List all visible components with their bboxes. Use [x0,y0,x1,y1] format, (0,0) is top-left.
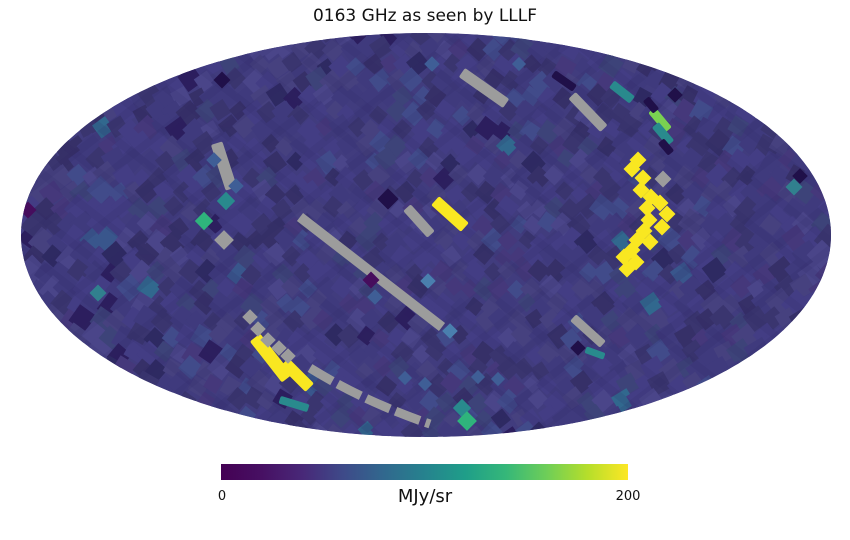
map-feature-navy [658,139,674,155]
map-feature-navy [551,71,577,91]
map-feature-navy [643,97,659,113]
map-feature-gray [307,364,432,429]
map-feature-gray [654,170,672,188]
map-feature-teal [652,122,674,146]
map-feature-slate [511,56,527,72]
map-feature-yellow [431,196,469,232]
map-feature-slate [228,178,244,194]
map-feature-gray [569,92,607,132]
map-feature-yellow [632,181,650,199]
map-feature-yellow [638,199,656,217]
map-feature-yellow [651,194,669,212]
map-feature-green [194,211,214,231]
map-feature-yellow [623,160,641,178]
colorbar-gradient [221,464,628,480]
colorbar-tick-min: 0 [218,489,226,504]
map-feature-yellow [615,248,633,266]
map-feature-yellow [658,205,676,223]
map-feature-slate [470,369,486,385]
map-feature-slate [417,376,433,392]
map-feature-teal [216,191,236,211]
map-feature-gray [404,205,434,237]
map-feature-slate [397,370,413,386]
map-feature-teal_dim [785,178,803,196]
colorbar-label: MJy/sr [398,486,453,507]
map-feature-teal [278,396,310,412]
map-feature-yellow [280,358,314,392]
map-feature-gray [570,315,606,347]
colorbar-tick-max: 200 [616,489,641,504]
map-feature-yellow [653,218,671,236]
map-feature-yellow [250,334,292,382]
map-feature-gray [211,141,237,191]
map-feature-slate [490,371,506,387]
map-feature-slate [206,152,222,168]
map-feature-yellow [641,233,659,251]
map-feature-yellow [634,169,652,187]
map-feature-teal [584,346,606,360]
map-feature-yellow [618,260,636,278]
map-feature-gray [459,68,509,108]
map-feature-teal [609,81,635,103]
figure-title: 0163 GHz as seen by LLLF [313,6,537,26]
map-feature-green_bright [649,107,671,133]
colorbar: 0 200 MJy/sr [218,464,641,507]
map-feature-green [457,411,477,431]
